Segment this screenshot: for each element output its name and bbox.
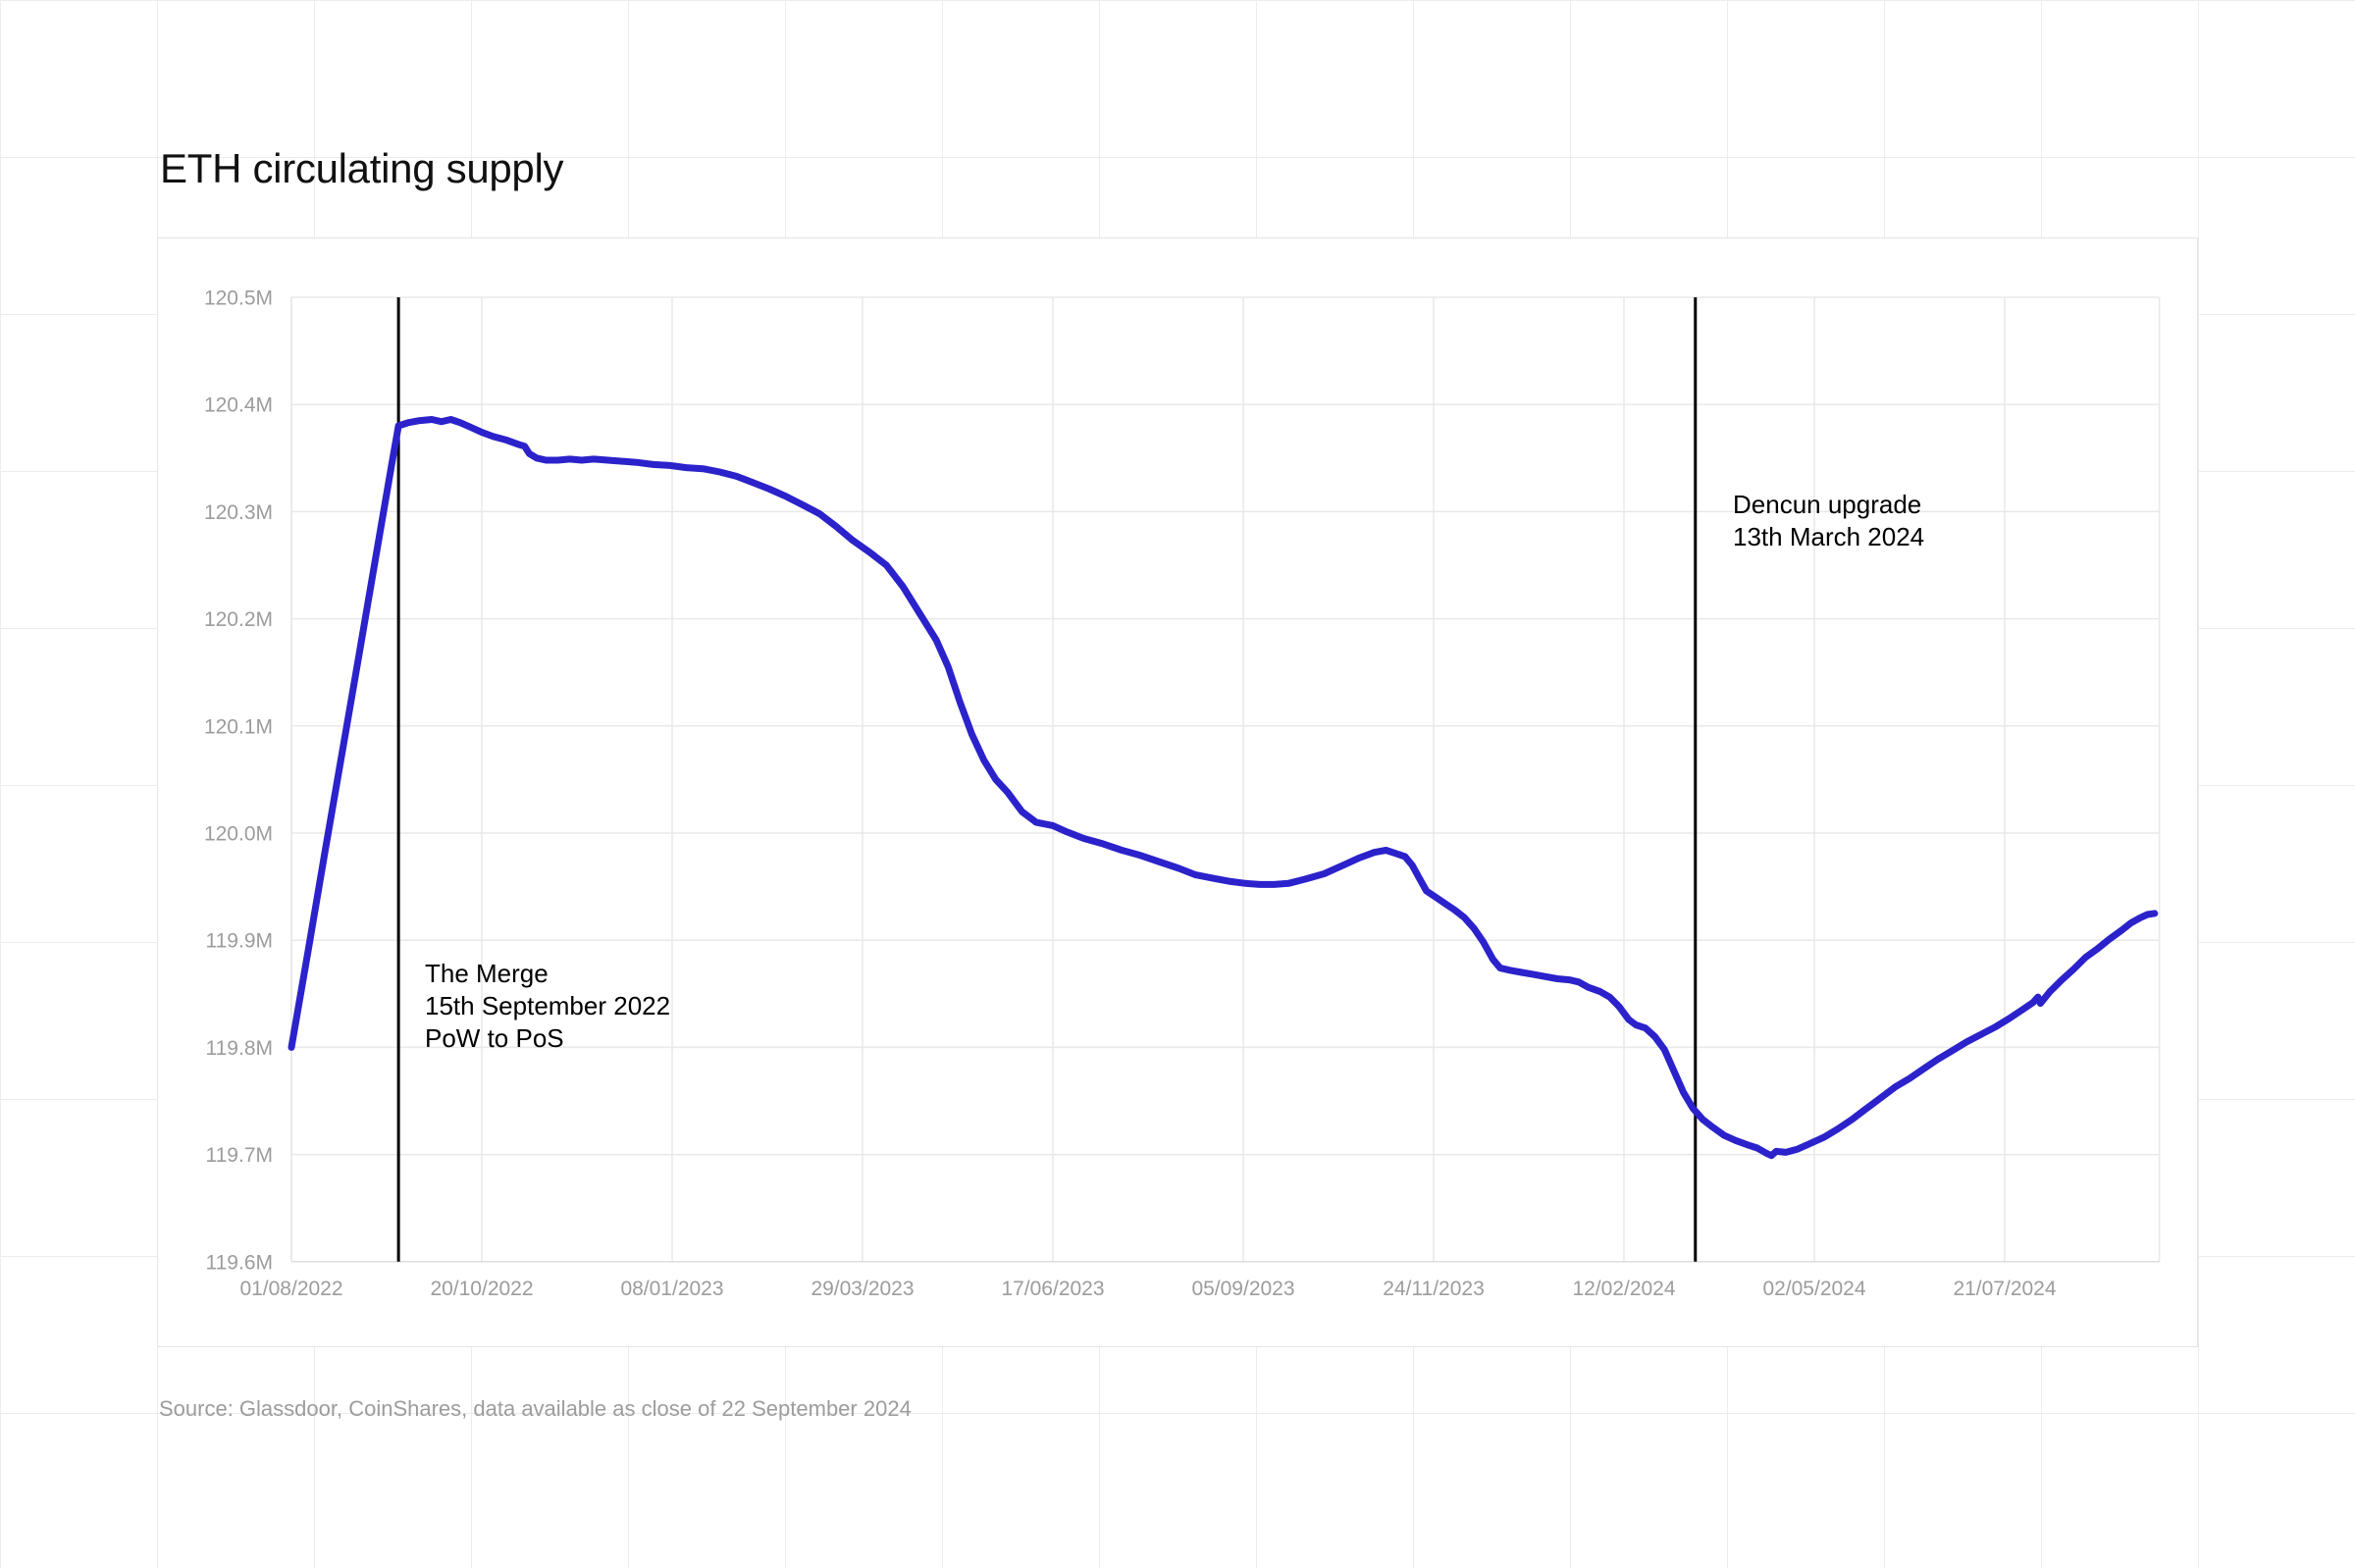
- y-axis-label: 120.0M: [204, 823, 273, 846]
- y-axis-label: 119.6M: [206, 1251, 274, 1274]
- chart-canvas: 120.5M 120.4M 120.3M 120.2M 120.1M 120.0M 119.…: [204, 287, 2161, 1300]
- x-axis-label: 05/09/2023: [1191, 1278, 1294, 1300]
- chart-card: 120.5M 120.4M 120.3M 120.2M 120.1M 120.0M 119.…: [157, 237, 2198, 1347]
- dencun-annotation: Dencun upgrade 13th March 2024: [1733, 489, 1924, 553]
- supply-line: [288, 416, 2159, 1160]
- y-axis-label: 120.2M: [204, 608, 273, 631]
- x-axis-label: 08/01/2023: [620, 1278, 723, 1300]
- page-title: ETH circulating supply: [160, 145, 564, 191]
- y-axis-label: 120.3M: [204, 501, 273, 524]
- x-axis-label: 21/07/2024: [1953, 1278, 2056, 1300]
- x-axis-label: 02/05/2024: [1762, 1278, 1865, 1300]
- y-axis-label: 120.4M: [204, 394, 273, 417]
- y-axis-label: 120.5M: [204, 287, 273, 310]
- merge-annotation-date: 15th September 2022: [425, 991, 671, 1020]
- dencun-annotation-date: 13th March 2024: [1733, 522, 1925, 551]
- merge-annotation-detail: PoW to PoS: [425, 1023, 564, 1053]
- y-axis-label: 119.8M: [206, 1037, 274, 1060]
- merge-annotation-title: The Merge: [425, 959, 549, 988]
- x-axis-label: 01/08/2022: [239, 1278, 342, 1300]
- merge-annotation: The Merge 15th September 2022 PoW to PoS: [425, 958, 670, 1055]
- x-axis-label: 12/02/2024: [1572, 1278, 1675, 1300]
- source-note: Source: Glassdoor, CoinShares, data avai…: [159, 1396, 912, 1421]
- y-axis-label: 119.9M: [206, 930, 274, 953]
- y-axis-label: 120.1M: [204, 715, 273, 738]
- x-axis-label: 20/10/2022: [430, 1278, 533, 1300]
- dencun-annotation-title: Dencun upgrade: [1733, 490, 1922, 519]
- y-axis-label: 119.7M: [206, 1144, 274, 1167]
- x-axis-label: 29/03/2023: [811, 1278, 914, 1300]
- x-axis-label: 24/11/2023: [1383, 1278, 1485, 1300]
- x-axis-label: 17/06/2023: [1001, 1278, 1104, 1300]
